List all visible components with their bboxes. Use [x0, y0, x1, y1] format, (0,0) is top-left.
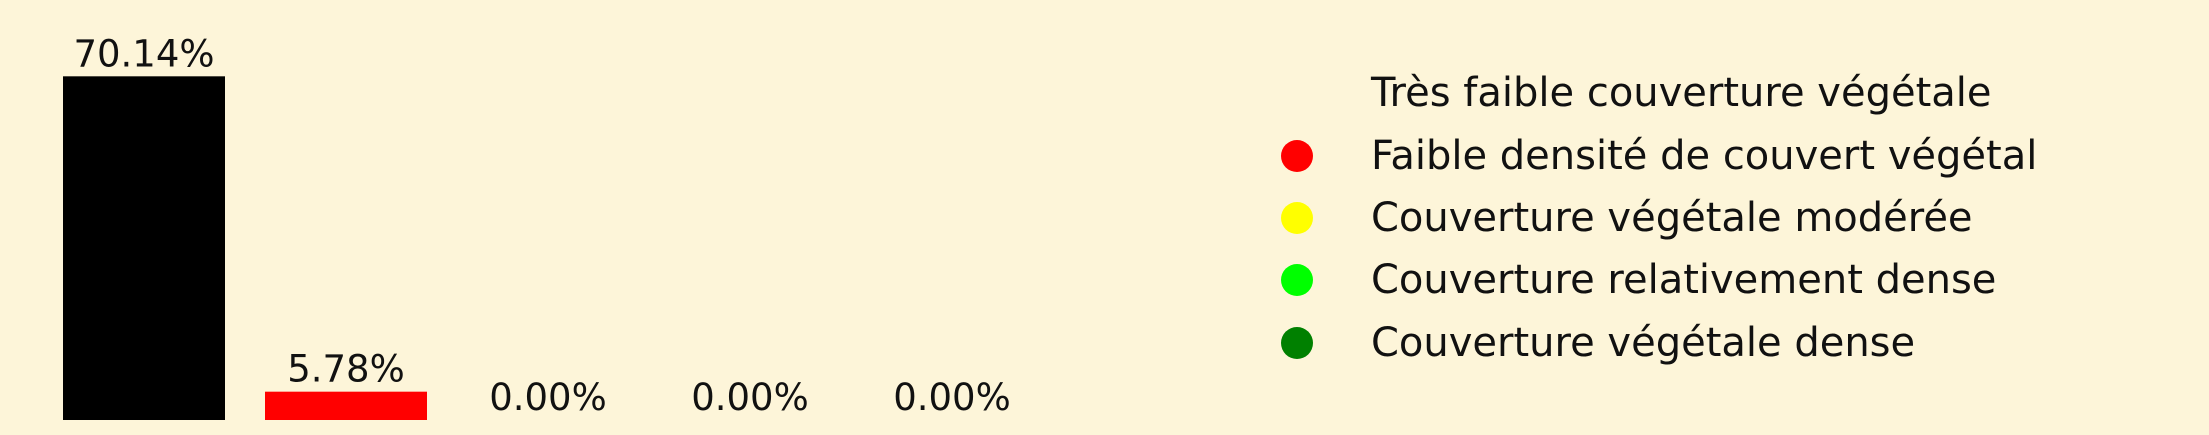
legend-item: Couverture végétale dense [1280, 312, 2037, 374]
bar-low [265, 391, 427, 420]
bar-chart: 70.14% 5.78% 0.00% 0.00% 0.00% [63, 32, 1011, 421]
legend-item: Très faible couverture végétale [1280, 62, 2037, 124]
legend-label-very-low: Très faible couverture végétale [1371, 70, 1992, 117]
legend-marker-very-low [1281, 77, 1313, 109]
legend-marker-moderate [1281, 201, 1313, 234]
data-label-relatively-dense: 0.00% [691, 376, 809, 419]
legend-item: Couverture relativement dense [1280, 249, 2037, 311]
chart-legend: Très faible couverture végétale Faible d… [1280, 62, 2037, 374]
data-label-low: 5.78% [287, 348, 405, 391]
data-label-dense: 0.00% [893, 376, 1011, 419]
legend-marker-dense [1281, 326, 1313, 359]
legend-marker-low [1281, 139, 1313, 172]
legend-label-moderate: Couverture végétale modérée [1371, 194, 1973, 241]
legend-item: Faible densité de couvert végétal [1280, 124, 2037, 186]
data-label-very-low: 70.14% [73, 32, 214, 75]
legend-marker-relatively-dense [1281, 264, 1313, 297]
legend-label-relatively-dense: Couverture relativement dense [1371, 257, 1997, 304]
legend-label-dense: Couverture végétale dense [1371, 319, 1916, 366]
bar-very-low [63, 76, 225, 421]
data-label-moderate: 0.00% [489, 376, 607, 419]
legend-item: Couverture végétale modérée [1280, 187, 2037, 249]
legend-label-low: Faible densité de couvert végétal [1371, 132, 2038, 179]
